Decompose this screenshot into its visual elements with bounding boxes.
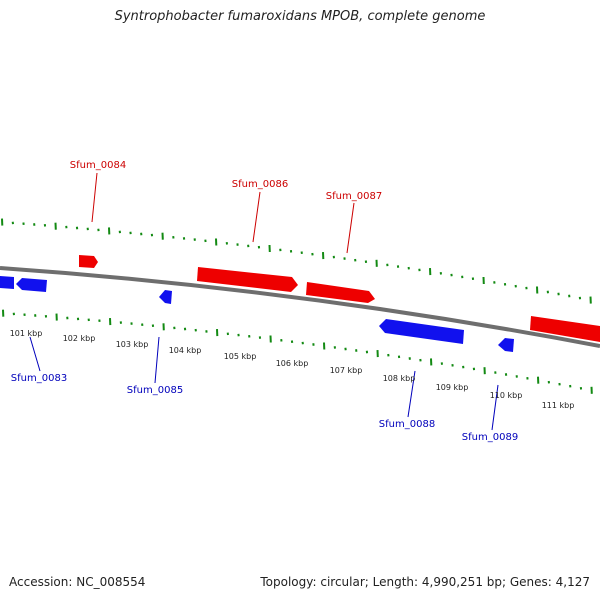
leader-line-sfum-0084 xyxy=(91,172,98,223)
gene-label-sfum-0084: Sfum_0084 xyxy=(70,160,126,171)
gene-arrow-sfum-0086[interactable] xyxy=(197,267,298,292)
genome-backbone xyxy=(0,266,600,348)
scale-label: 106 kbp xyxy=(276,359,309,368)
gene-arrow-sfum-0089[interactable] xyxy=(498,338,514,352)
gene-label-sfum-0085: Sfum_0085 xyxy=(127,385,183,396)
scale-label: 108 kbp xyxy=(383,374,416,383)
scale-label: 109 kbp xyxy=(436,383,469,392)
gene-arrow-sfum-0085[interactable] xyxy=(159,290,172,304)
scale-label: 107 kbp xyxy=(330,366,363,375)
accession-text: Accession: NC_008554 xyxy=(9,575,146,589)
gene-label-sfum-0086: Sfum_0086 xyxy=(232,179,288,190)
gene-arrow-fwd-left[interactable] xyxy=(79,255,98,268)
gene-arrow-sfum-0088[interactable] xyxy=(379,319,464,344)
leader-line-sfum-0086 xyxy=(252,191,261,243)
map-title: Syntrophobacter fumaroxidans MPOB, compl… xyxy=(114,9,486,24)
gene-arrow-rev-left[interactable] xyxy=(0,276,14,289)
gene-arrow-sfum-0087[interactable] xyxy=(306,282,375,303)
leader-line-sfum-0087 xyxy=(346,202,355,254)
gene-label-sfum-0087: Sfum_0087 xyxy=(326,191,382,202)
gene-arrow-sfum-0083[interactable] xyxy=(16,278,47,292)
scale-label: 111 kbp xyxy=(542,401,575,410)
scale-label: 101 kbp xyxy=(10,329,43,338)
leader-line-sfum-0085 xyxy=(154,336,160,384)
scale-label: 103 kbp xyxy=(116,340,149,349)
forward-tick-track xyxy=(1,218,592,304)
leader-line-sfum-0083 xyxy=(29,336,41,372)
scale-label: 104 kbp xyxy=(169,346,202,355)
gene-arrow-fwd-right[interactable] xyxy=(530,316,600,342)
gene-label-sfum-0089: Sfum_0089 xyxy=(462,432,518,443)
scale-label: 110 kbp xyxy=(490,391,523,400)
scale-label: 105 kbp xyxy=(224,352,257,361)
leader-line-sfum-0089 xyxy=(491,384,499,431)
scale-label: 102 kbp xyxy=(63,334,96,343)
gene-label-sfum-0083: Sfum_0083 xyxy=(11,373,67,384)
leader-line-sfum-0088 xyxy=(407,370,416,418)
gene-label-sfum-0088: Sfum_0088 xyxy=(379,419,435,430)
reverse-tick-track xyxy=(2,309,593,394)
topology-summary: Topology: circular; Length: 4,990,251 bp… xyxy=(260,575,590,589)
